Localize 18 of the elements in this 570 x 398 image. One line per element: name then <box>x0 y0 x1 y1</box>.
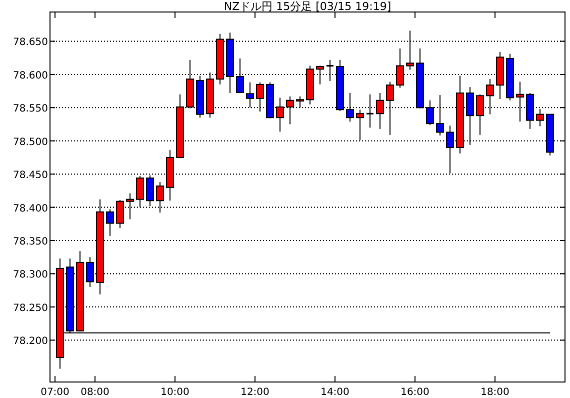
y-tick-label: 78.600 <box>13 70 48 82</box>
x-tick-label: 16:00 <box>400 387 430 398</box>
x-tick-label: 18:00 <box>480 387 510 398</box>
y-tick-label: 78.300 <box>13 270 48 281</box>
x-tick-label: 12:00 <box>240 387 270 398</box>
y-tick-label: 78.650 <box>13 37 48 48</box>
y-tick-label: 78.250 <box>13 302 48 314</box>
chart-title: NZドル円 15分足 [03/15 19:19] <box>224 0 392 13</box>
x-tick-label: 14:00 <box>320 387 350 398</box>
y-tick-label: 78.550 <box>13 104 48 115</box>
x-tick-label: 08:00 <box>80 387 110 398</box>
y-tick-label: 78.400 <box>13 203 48 214</box>
y-tick-label: 78.500 <box>13 136 48 148</box>
x-tick-label: 07:00 <box>40 387 70 398</box>
x-tick-label: 10:00 <box>160 387 190 398</box>
y-tick-label: 78.350 <box>13 236 48 248</box>
y-tick-label: 78.450 <box>13 170 48 182</box>
y-tick-label: 78.200 <box>13 336 48 348</box>
